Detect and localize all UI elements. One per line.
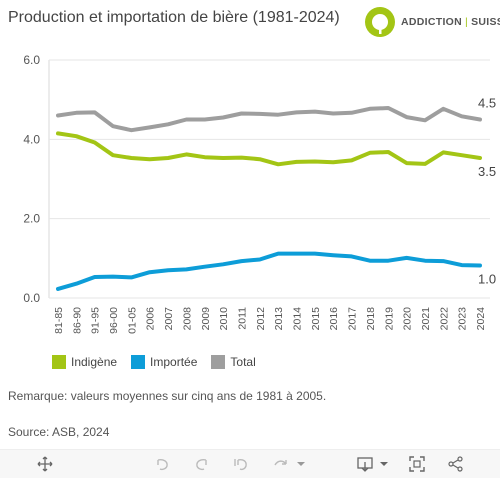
- series-line-indigène: [56, 131, 482, 167]
- x-tick-label: 2014: [292, 307, 304, 331]
- x-tick-label: 2019: [383, 307, 395, 331]
- x-tick-label: 2013: [273, 307, 285, 331]
- chart-source: Source: ASB, 2024: [8, 425, 110, 439]
- end-label-importée: 1.0: [478, 271, 496, 286]
- toolbar: [0, 449, 500, 478]
- legend-label-total: Total: [230, 355, 256, 369]
- series-line-importée: [56, 251, 482, 291]
- x-tick-label: 2008: [181, 307, 193, 331]
- revert-icon[interactable]: [232, 455, 250, 473]
- x-tick-label: 2024: [475, 307, 487, 331]
- legend-item-total[interactable]: Total: [211, 355, 256, 369]
- x-tick-label: 2017: [347, 307, 359, 331]
- legend: Indigène Importée Total: [52, 355, 270, 369]
- series-line-total: [56, 106, 482, 133]
- legend-swatch-total: [211, 355, 226, 369]
- x-tick-label: 2007: [163, 307, 175, 331]
- y-tick-label: 4.0: [23, 132, 40, 146]
- legend-label-importee: Importée: [150, 355, 198, 369]
- x-tick-label: 01-05: [126, 307, 138, 334]
- logo-country: SUISSE: [471, 16, 500, 28]
- logo-icon: [365, 7, 395, 37]
- undo-icon[interactable]: [153, 455, 171, 473]
- legend-item-importee[interactable]: Importée: [131, 355, 197, 369]
- move-icon[interactable]: [36, 455, 54, 473]
- legend-swatch-indigene: [52, 355, 66, 369]
- brand-logo[interactable]: ADDICTION|SUISSE: [365, 6, 500, 38]
- x-tick-label: 2015: [310, 307, 322, 331]
- x-tick-label: 81-85: [53, 307, 65, 334]
- x-tick-label: 2020: [402, 307, 414, 331]
- x-tick-label: 2009: [200, 307, 212, 331]
- x-tick-label: 2011: [236, 307, 248, 330]
- legend-item-indigene[interactable]: Indigène: [52, 355, 117, 369]
- x-tick-label: 2022: [438, 307, 450, 331]
- redo-icon[interactable]: [193, 455, 211, 473]
- y-tick-label: 0.0: [23, 291, 40, 305]
- logo-name: ADDICTION: [401, 16, 463, 28]
- y-tick-label: 2.0: [23, 212, 40, 226]
- x-tick-label: 2006: [145, 307, 157, 331]
- chart-title: Production et importation de bière (1981…: [8, 9, 340, 26]
- x-tick-label: 2016: [328, 307, 340, 331]
- redo-dropdown-icon[interactable]: [270, 455, 308, 473]
- end-label-indigène: 3.5: [478, 164, 496, 179]
- y-tick-label: 6.0: [23, 53, 40, 67]
- x-tick-label: 86-90: [71, 307, 83, 334]
- fullscreen-icon[interactable]: [408, 455, 426, 473]
- x-tick-label: 2010: [218, 307, 230, 331]
- logo-text: ADDICTION|SUISSE: [401, 16, 500, 28]
- x-tick-label: 2018: [365, 307, 377, 331]
- legend-swatch-importee: [131, 355, 146, 369]
- x-tick-label: 2021: [420, 307, 432, 331]
- chart-note: Remarque: valeurs moyennes sur cinq ans …: [8, 389, 327, 403]
- legend-label-indigene: Indigène: [71, 355, 118, 369]
- line-chart: 0.0 2.0 4.0 6.0 81-85 86-90 91-95 96-00 01-05 200…: [23, 53, 496, 334]
- x-tick-label: 91-95: [90, 307, 102, 334]
- share-icon[interactable]: [447, 455, 465, 473]
- end-label-total: 4.5: [478, 96, 496, 111]
- x-tick-label: 2023: [457, 307, 469, 331]
- logo-separator: |: [465, 16, 469, 28]
- x-tick-label: 2012: [255, 307, 267, 331]
- download-icon[interactable]: [355, 455, 393, 473]
- x-tick-label: 96-00: [108, 307, 120, 334]
